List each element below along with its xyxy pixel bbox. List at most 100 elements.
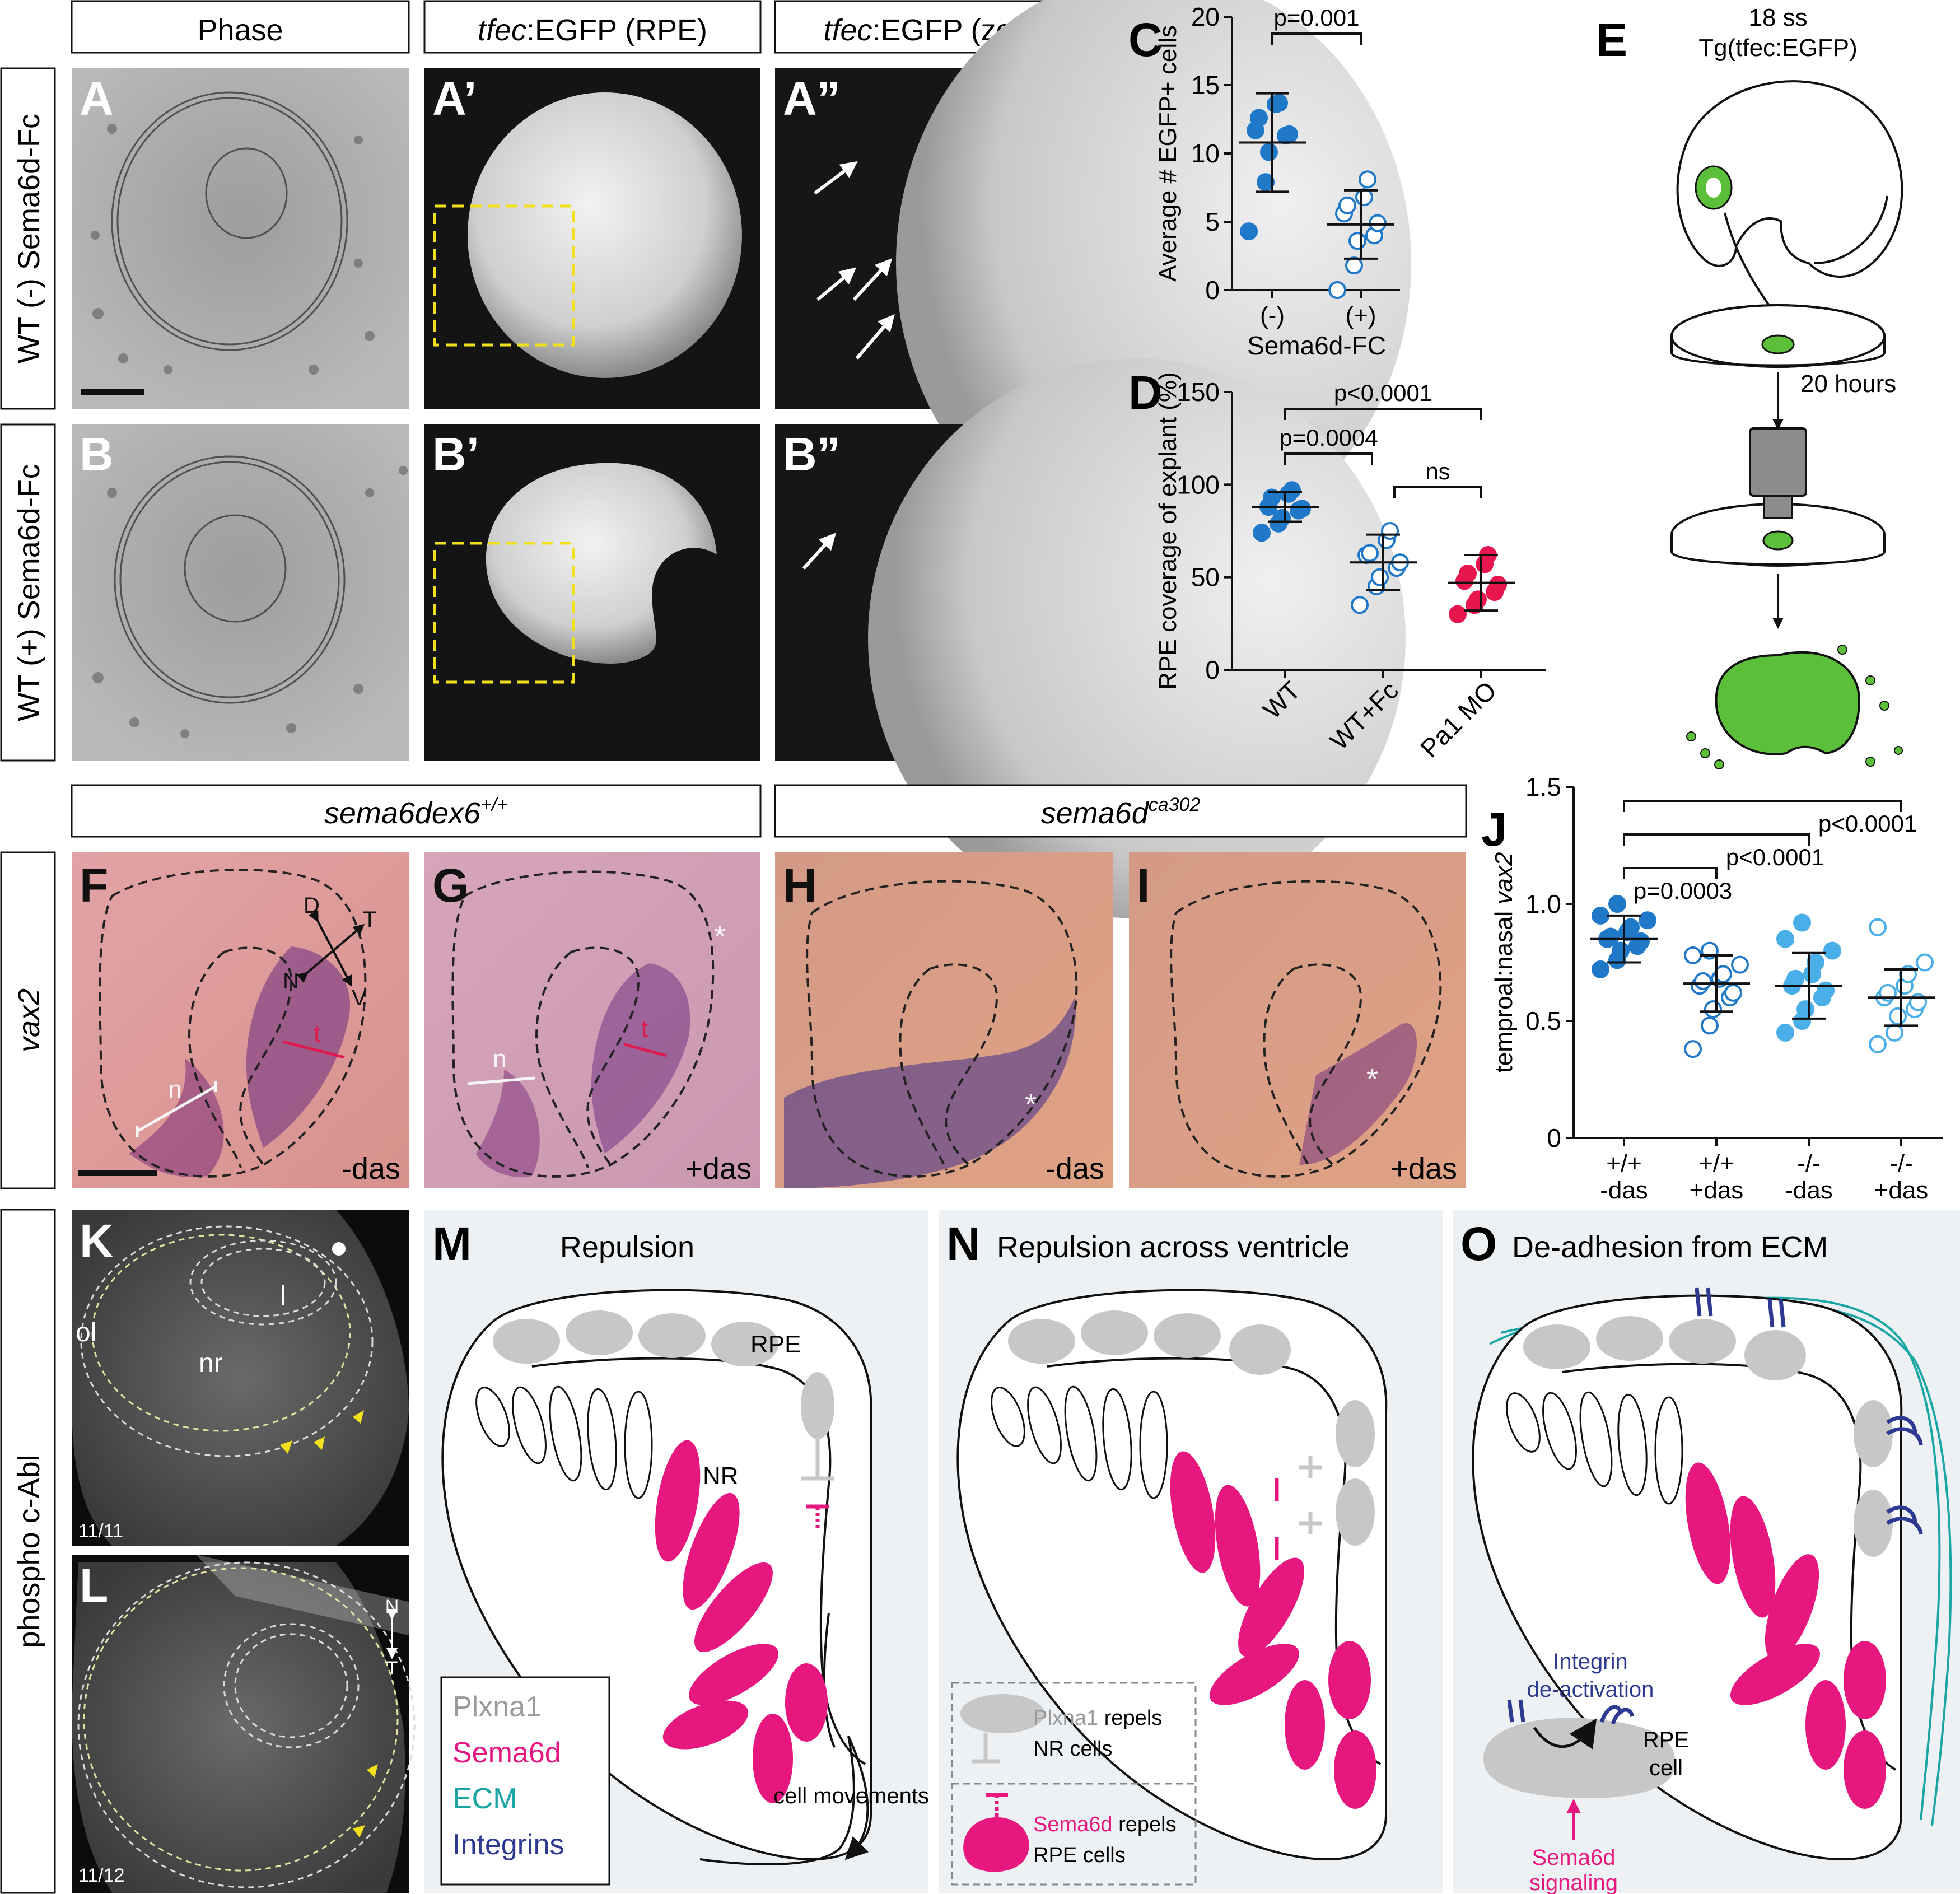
k-count: 11/11 [78,1520,123,1542]
panel-letter-b: B [80,428,114,481]
data-point [1351,596,1369,614]
panel-letter-i: I [1137,859,1150,912]
genotype-wt: sema6dex6 [324,796,481,830]
data-point [1381,522,1399,540]
row-label-k-text: phospho c-Abl [12,1454,46,1648]
data-point [1361,544,1379,562]
label-n-f: n [168,1076,181,1103]
n-box2-gene: Sema6d [1033,1813,1113,1836]
y-tick-label: 1.5 [1525,772,1561,801]
panel-letter-k: K [80,1215,114,1267]
row-label-f: vax2 [0,851,56,1189]
data-point [1345,256,1363,275]
data-point [1714,965,1732,983]
p-value-label: p<0.0001 [1334,380,1432,406]
h-star: * [1025,1088,1037,1121]
panel-g-micrograph: n t * +das G [424,852,760,1188]
label-t-g: t [641,1015,648,1043]
header-egfp-rpe-suffix: :EGFP (RPE) [526,13,707,47]
p-value-label: p<0.0001 [1726,844,1824,870]
comparison-bracket [1271,32,1362,45]
data-point [1469,590,1487,609]
header-egfp-rpe-gene: tfec [478,13,526,47]
x-tick-label: -/- [1797,1150,1821,1177]
row-label-a-text: WT (-) Sema6d-Fc [12,114,46,363]
y-tick-label: 0 [1205,655,1220,684]
data-point [1622,918,1640,936]
panel-f-micrograph: n t D T N V -das F [72,852,409,1188]
panel-letter-a2: A” [783,72,841,125]
genotype-header-mut: sema6dca302 [774,784,1467,838]
comparison-bracket [1284,452,1373,465]
data-point [1260,143,1278,161]
m-nr: NR [703,1462,739,1490]
panel-n-schematic: N Repulsion across ventricle [939,1210,1443,1893]
data-point [1889,1007,1907,1025]
e-stage: 18 ss [1748,4,1807,31]
p-value-label: p=0.001 [1274,4,1360,31]
o-integrin-2: de-activation [1527,1677,1654,1702]
n-legend-box: Plxna1 repels NR cells Sema6d repels RPE… [951,1682,1197,1886]
zoom-box [433,204,575,347]
panel-m-schematic: M Repulsion RPE NR [424,1210,929,1893]
data-point [1886,1023,1903,1042]
data-point [1250,109,1268,127]
panel-letter-d: D [1128,366,1163,419]
data-point [1328,281,1346,299]
x-tick-label: -das [1785,1177,1833,1204]
data-point [1449,605,1467,623]
h-treatment: -das [1046,1152,1104,1186]
panel-letter-f: F [80,859,108,912]
data-point [1369,214,1387,232]
panel-b-micrograph: B [72,424,409,761]
data-point [1916,953,1934,972]
data-point [1371,568,1389,586]
scale-bar [81,389,144,395]
data-point [1348,232,1366,250]
panel-a1-micrograph: A’ [424,68,760,409]
row-label-k: phospho c-Abl [0,1209,56,1894]
o-rpe-1: RPE [1643,1728,1689,1752]
panel-letter-a: A [80,72,114,125]
y-tick-label: 150 [1177,377,1220,407]
g-treatment: +das [685,1152,752,1186]
row-label-b: WT (+) Sema6d-Fc [0,423,56,762]
data-point [1793,913,1811,932]
explant-result [1686,645,1903,769]
x-tick-label: (-) [1260,302,1285,329]
compass-t: T [363,907,376,932]
legend-item: Integrins [452,1828,564,1861]
row-label-b-text: WT (+) Sema6d-Fc [12,464,46,721]
o-title: De-adhesion from ECM [1512,1230,1828,1264]
compass-d: D [304,893,320,918]
rpe-cell-inset [1483,1718,1676,1798]
y-axis-label: Average # EGFP+ cells [1154,25,1182,282]
data-point [1359,170,1376,189]
x-tick-label: +das [1874,1177,1929,1204]
p-value-label: ns [1425,458,1450,484]
n-box1-verb: repels [1098,1706,1162,1730]
panel-letter-c: C [1128,13,1163,66]
row-label-a: WT (-) Sema6d-Fc [0,67,56,410]
embryo-outline [1676,80,1903,278]
y-tick-label: 1.0 [1525,889,1561,918]
data-point [1786,969,1804,988]
chart-c: C 0 5 10 15 20 Average # EGFP+ cells (-) (+)Sem… [1128,2,1400,360]
x-tick-label: Pa1 MO [1415,675,1502,763]
comparison-bracket [1393,486,1482,498]
panel-b2-micrograph: B” [775,358,1406,918]
y-axis-label: temproal:nasal vax2 [1490,852,1518,1073]
o-rpe-2: cell [1649,1756,1683,1780]
i-star: * [1366,1062,1378,1096]
compass-n: N [283,969,299,993]
header-phase-text: Phase [197,13,283,47]
l-t: T [386,1658,398,1679]
genotype-mut: sema6d [1041,796,1150,830]
data-point [1632,932,1650,950]
panel-k-micrograph: ol l nr 11/11 K [72,1210,409,1546]
culture-dish [1670,304,1886,368]
n-box1-gene: Plxna1 [1033,1706,1098,1730]
data-point [1273,509,1291,527]
l-n: N [385,1596,399,1617]
microscope [1670,427,1886,567]
